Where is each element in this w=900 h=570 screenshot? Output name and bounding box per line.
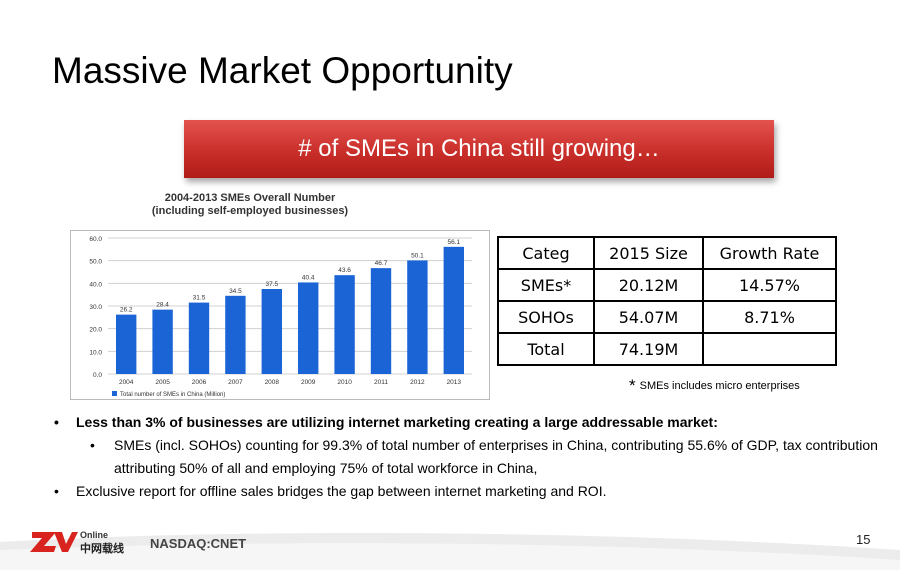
bar xyxy=(407,260,428,374)
x-tick-label: 2013 xyxy=(447,379,462,386)
data-label: 40.4 xyxy=(302,274,315,281)
chart-subtitle: (including self-employed businesses) xyxy=(151,205,349,217)
market-size-table: Categ 2015 Size Growth Rate SMEs* 20.12M… xyxy=(497,236,837,366)
data-label: 50.1 xyxy=(411,252,424,259)
table-row: SOHOs 54.07M 8.71% xyxy=(497,300,837,334)
table-row: SMEs* 20.12M 14.57% xyxy=(497,268,837,302)
table-header-cell: Growth Rate xyxy=(702,236,837,270)
y-tick-label: 50.0 xyxy=(89,259,102,266)
chart-plot: 0.0 10.0 20.0 30.0 40.0 50.0 60.0 26.2 2004 28.4 2… xyxy=(70,230,490,400)
chart-title: 2004-2013 SMEs Overall Number xyxy=(164,192,336,204)
bullet-marker: • xyxy=(54,483,59,499)
table-cell: Total xyxy=(497,332,595,366)
x-tick-label: 2011 xyxy=(374,379,388,386)
bullet-list: • Less than 3% of businesses are utilizi… xyxy=(52,411,882,503)
data-label: 46.7 xyxy=(375,260,388,267)
footnote-star: * xyxy=(629,376,636,395)
x-tick-label: 2009 xyxy=(301,379,316,386)
bar xyxy=(152,309,173,374)
bar xyxy=(370,268,392,374)
bullet-item: • Exclusive report for offline sales bri… xyxy=(52,480,882,503)
table-cell: SOHOs xyxy=(497,300,595,334)
sme-chart: 2004-2013 SMEs Overall Number (including… xyxy=(40,190,490,400)
x-tick-label: 2006 xyxy=(192,379,207,386)
bullet-marker: • xyxy=(90,437,95,453)
company-logo: Online 中网载线 xyxy=(30,528,145,561)
x-tick-label: 2004 xyxy=(119,379,134,386)
logo-online-text: Online xyxy=(80,530,108,540)
bar xyxy=(298,282,319,374)
table-cell: 14.57% xyxy=(702,268,837,302)
table-header-row: Categ 2015 Size Growth Rate xyxy=(497,236,837,270)
footer-swoosh xyxy=(0,532,900,570)
logo-chinese-text: 中网载线 xyxy=(80,541,124,555)
bar xyxy=(261,289,282,374)
legend-label: Total number of SMEs in China (Million) xyxy=(120,392,225,398)
bar xyxy=(188,302,210,374)
data-label: 31.5 xyxy=(193,295,206,302)
page-number: 15 xyxy=(856,532,871,547)
bullet-text: Exclusive report for offline sales bridg… xyxy=(76,483,607,499)
stock-ticker: NASDAQ:CNET xyxy=(150,536,247,551)
table-cell: 20.12M xyxy=(593,268,704,302)
sub-bullet-item: • SMEs (incl. SOHOs) counting for 99.3% … xyxy=(52,434,882,480)
bullet-item: • Less than 3% of businesses are utilizi… xyxy=(52,411,882,434)
bullet-text: SMEs (incl. SOHOs) counting for 99.3% of… xyxy=(114,437,878,476)
table-cell: 54.07M xyxy=(593,300,704,334)
y-tick-label: 0.0 xyxy=(93,372,102,379)
table-cell: 74.19M xyxy=(593,332,704,366)
zw-logo-mark: Online 中网载线 xyxy=(30,530,124,555)
bar xyxy=(116,314,137,374)
table-cell: SMEs* xyxy=(497,268,595,302)
table-row: Total 74.19M xyxy=(497,332,837,366)
data-label: 34.5 xyxy=(229,288,242,295)
table-cell xyxy=(702,332,837,366)
headline-banner: # of SMEs in China still growing… xyxy=(184,120,774,178)
x-tick-label: 2010 xyxy=(337,379,352,386)
y-tick-label: 60.0 xyxy=(89,236,102,243)
data-label: 56.1 xyxy=(447,239,460,246)
slide-title: Massive Market Opportunity xyxy=(52,50,513,91)
legend-swatch xyxy=(112,391,117,396)
bar xyxy=(334,275,355,374)
bullet-marker: • xyxy=(54,414,59,430)
x-tick-label: 2012 xyxy=(410,379,425,386)
table-header-cell: Categ xyxy=(497,236,595,270)
bar xyxy=(225,295,246,374)
data-label: 37.5 xyxy=(265,281,278,288)
y-tick-label: 30.0 xyxy=(89,304,102,311)
data-label: 26.2 xyxy=(120,307,133,314)
x-tick-label: 2005 xyxy=(155,379,170,386)
y-tick-label: 10.0 xyxy=(89,349,102,356)
bar xyxy=(443,246,464,374)
table-cell: 8.71% xyxy=(702,300,837,334)
y-tick-label: 20.0 xyxy=(89,327,102,334)
data-label: 28.4 xyxy=(156,302,169,309)
table-footnote: * SMEs includes micro enterprises xyxy=(629,374,800,395)
x-tick-label: 2007 xyxy=(228,379,243,386)
data-label: 43.6 xyxy=(338,267,351,274)
footnote-text: SMEs includes micro enterprises xyxy=(639,380,800,392)
x-tick-label: 2008 xyxy=(265,379,280,386)
bullet-text: Less than 3% of businesses are utilizing… xyxy=(76,414,718,430)
y-tick-label: 40.0 xyxy=(89,281,102,288)
table-header-cell: 2015 Size xyxy=(593,236,704,270)
chart-title-block: 2004-2013 SMEs Overall Number (including… xyxy=(40,192,460,218)
